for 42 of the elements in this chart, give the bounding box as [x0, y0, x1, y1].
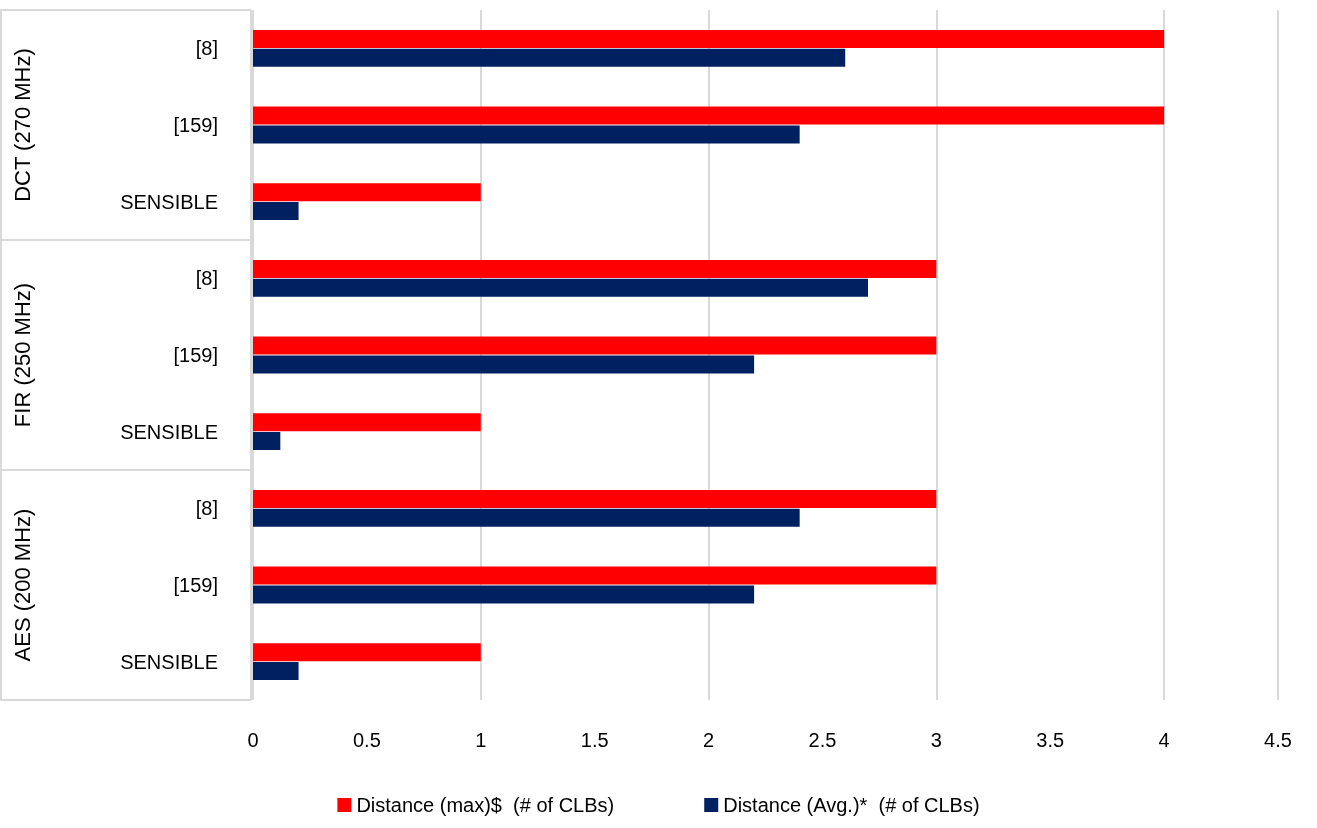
x-tick-label: 4.5 — [1264, 729, 1292, 751]
bar — [253, 125, 800, 144]
text: DCT (270 MHz) — [9, 48, 35, 202]
x-tick-label: 3.5 — [1036, 729, 1065, 751]
y-tick-label: SENSIBLE — [120, 190, 218, 213]
bar — [253, 29, 1165, 48]
y-tick-label: [159] — [173, 114, 218, 136]
y-tick-label: SENSIBLE — [120, 420, 218, 443]
legend-label: Distance (max)$ (# of CLBs) — [356, 794, 615, 816]
x-tick-label: 1 — [475, 729, 487, 751]
bar — [253, 489, 937, 508]
x-tick-label: 0.5 — [352, 729, 381, 751]
bar — [253, 662, 299, 681]
bar — [253, 566, 937, 585]
bar — [253, 585, 755, 604]
y-tick-label: [159] — [173, 574, 218, 596]
bar — [253, 336, 937, 355]
bar — [253, 643, 481, 662]
y-tick-label: [8] — [195, 497, 218, 520]
y-tick-label: [8] — [195, 267, 218, 290]
text: AES (200 MHz) — [9, 508, 35, 662]
x-tick-label: 4 — [1158, 729, 1170, 751]
bar — [253, 508, 800, 527]
bar — [253, 183, 481, 202]
x-tick-label: 1.5 — [580, 729, 609, 751]
x-tick-label: 2.5 — [808, 729, 837, 751]
text: FIR (250 MHz) — [9, 282, 35, 428]
bar — [253, 355, 755, 374]
bar — [253, 202, 299, 221]
bar — [253, 432, 281, 451]
y-tick-label: SENSIBLE — [120, 650, 218, 673]
bar — [253, 413, 481, 432]
bar — [253, 106, 1165, 125]
bar — [253, 278, 868, 297]
bar — [253, 48, 846, 67]
x-tick-label: 0 — [247, 729, 259, 751]
bar — [253, 259, 937, 278]
x-tick-label: 3 — [930, 729, 942, 751]
y-tick-label: [159] — [173, 344, 218, 366]
y-tick-label: [8] — [195, 37, 218, 60]
x-tick-label: 2 — [702, 729, 715, 751]
legend-label: Distance (Avg.)* (# of CLBs) — [723, 794, 980, 816]
